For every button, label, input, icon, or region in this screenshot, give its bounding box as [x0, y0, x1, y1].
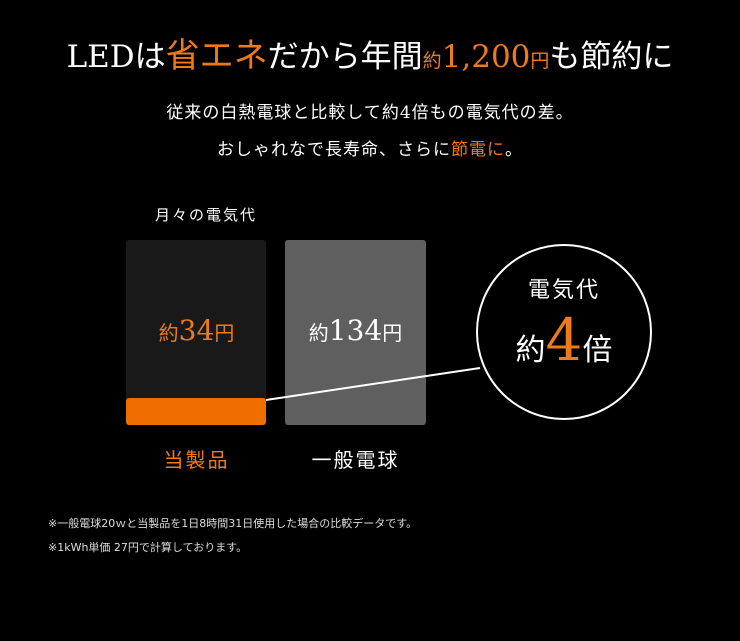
headline-text: だから年間: [267, 39, 423, 75]
callout-suffix: 倍: [582, 333, 613, 368]
unit-label: 円: [214, 321, 235, 345]
callout-title: 電気代: [527, 278, 600, 303]
value-number: 134: [328, 314, 383, 347]
headline-approx: 約: [422, 50, 442, 72]
subtext-line-2: おしゃれなで長寿命、さらに節電に。: [0, 135, 740, 160]
approx-label: 約: [308, 321, 329, 345]
subtext-line-1: 従来の白熱電球と比較して約4倍もの電気代の差。: [166, 103, 574, 123]
headline: LEDは省エネだから年間約1,200円も節約に: [0, 28, 740, 77]
callout-multiplier: 約4倍: [478, 306, 650, 374]
led-category-label: 当製品: [163, 448, 230, 472]
subtext-text: 。: [505, 140, 523, 160]
multiplier-callout: 電気代 約4倍: [476, 244, 652, 420]
callout-number: 4: [545, 306, 583, 374]
subtext-text: おしゃれなで長寿命、さらに: [217, 140, 451, 160]
bulb-category-label: 一般電球: [311, 448, 400, 472]
footnote: ※1kWh単価 27円で計算しております。: [48, 541, 248, 554]
value-number: 34: [178, 314, 215, 347]
headline-yen: 円: [530, 50, 550, 72]
headline-text: も節約に: [549, 39, 674, 75]
headline-highlight: 省エネ: [165, 36, 268, 76]
callout-approx: 約: [515, 333, 546, 368]
unit-label: 円: [382, 321, 403, 345]
led-cost-box: [126, 240, 266, 425]
approx-label: 約: [158, 321, 179, 345]
footnote: ※一般電球20ｗと当製品を1日8時間31日使用した場合の比較データです。: [48, 517, 418, 530]
bulb-cost-value: 約134円: [285, 314, 426, 347]
subtext-highlight: 節電に: [451, 140, 505, 160]
led-cost-bar: [126, 398, 266, 425]
chart-label: 月々の電気代: [154, 206, 257, 224]
headline-amount: 1,200: [441, 39, 531, 75]
connector-line-path: [265, 367, 481, 401]
led-cost-value: 約34円: [126, 314, 267, 347]
headline-text: LEDは: [66, 39, 166, 75]
